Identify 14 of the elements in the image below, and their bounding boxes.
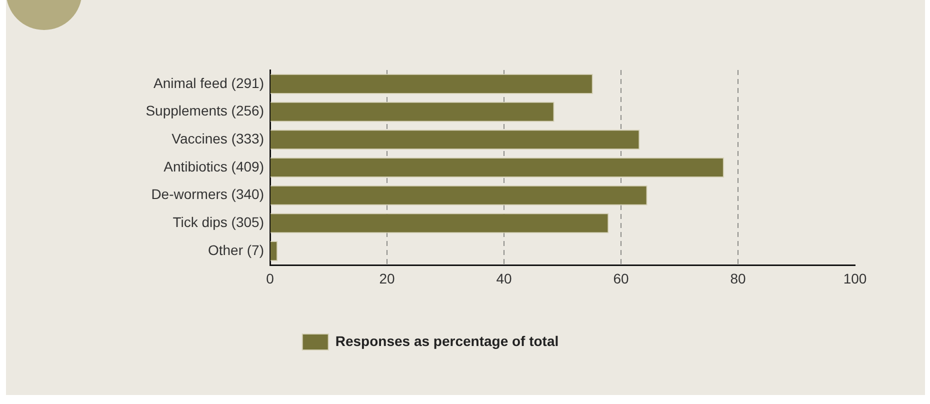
y-tick-label: Animal feed (291) (153, 74, 264, 91)
y-tick-label: Vaccines (333) (172, 130, 264, 146)
x-tick-label: 20 (379, 270, 395, 286)
x-tick-label: 60 (613, 270, 629, 286)
x-tick-label: 40 (496, 270, 512, 286)
x-tick-label: 80 (730, 270, 746, 286)
y-tick-label: Tick dips (305) (172, 214, 264, 230)
legend-label: Responses as percentage of total (335, 332, 559, 349)
y-tick-label: Other (7) (208, 242, 264, 258)
x-tick-label: 100 (843, 270, 867, 286)
y-tick-label: Supplements (256) (146, 102, 264, 119)
y-tick-label: De-wormers (340) (151, 186, 264, 202)
y-tick-label: Antibiotics (409) (164, 158, 264, 174)
x-tick-label: 0 (266, 270, 274, 286)
